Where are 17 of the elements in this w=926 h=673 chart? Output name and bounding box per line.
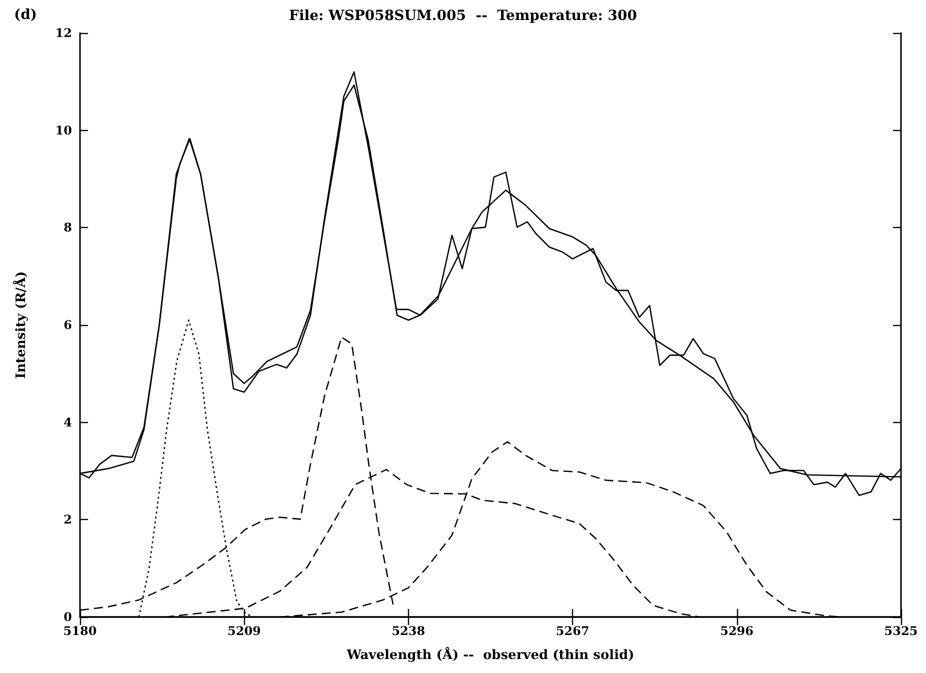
- y-tick-label: 4: [64, 415, 72, 430]
- text: (d): [14, 7, 38, 23]
- x-tick-label: 5296: [720, 624, 754, 638]
- chart-title: File: WSP058SUM.005 -- Temperature: 300: [288, 8, 638, 24]
- y-tick-label: 6: [64, 318, 72, 332]
- x-tick-label: 5267: [556, 624, 590, 638]
- y-tick-label: 10: [55, 123, 72, 138]
- y-tick-label: 8: [64, 220, 72, 235]
- y-tick-label: 2: [64, 512, 72, 527]
- x-tick-label: 5325: [884, 624, 918, 638]
- x-tick-label: 5209: [227, 624, 261, 638]
- y-axis-title: Intensity (R/Å): [12, 271, 29, 379]
- x-tick-label: 5180: [63, 624, 97, 638]
- x-tick-label: 5238: [392, 624, 426, 638]
- x-axis-title: Wavelength (Å) -- observed (thin solid): [346, 646, 634, 663]
- y-tick-label: 0: [64, 610, 72, 624]
- y-tick-label: 12: [55, 26, 72, 40]
